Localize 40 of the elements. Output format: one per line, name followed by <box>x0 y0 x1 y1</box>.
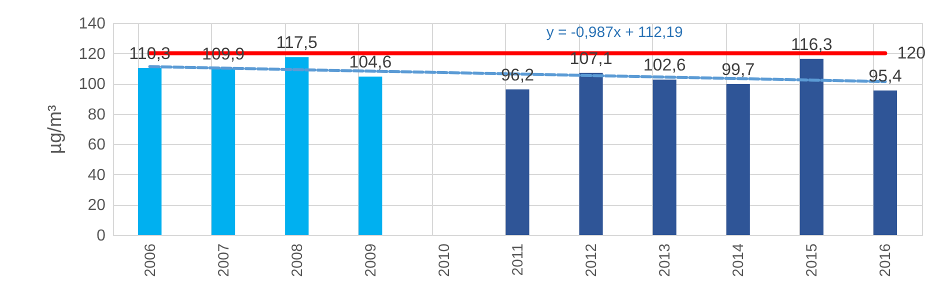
bar <box>506 89 530 235</box>
x-tick-label: 2013 <box>656 244 674 277</box>
y-axis-title: µg/m³ <box>44 105 66 154</box>
x-tick-label: 2009 <box>362 244 380 277</box>
y-tick-label: 0 <box>96 228 106 244</box>
data-label: 104,6 <box>349 52 392 72</box>
y-tick-label: 80 <box>88 106 106 124</box>
bar <box>285 57 309 235</box>
x-tick-label: 2016 <box>877 244 894 277</box>
x-tick-label: 2015 <box>804 244 821 277</box>
bar <box>726 84 750 235</box>
y-tick-label: 140 <box>78 16 106 32</box>
x-tick-label: 2007 <box>215 244 232 277</box>
bar <box>358 76 382 235</box>
bar <box>138 68 162 235</box>
x-tick-label: 2014 <box>730 244 748 277</box>
x-tick-label: 2012 <box>583 244 600 277</box>
y-tick-label: 60 <box>88 136 106 154</box>
annotation: y = -0,987x + 112,19 <box>546 24 683 41</box>
bar <box>800 58 824 235</box>
y-tick-label: 20 <box>88 197 106 214</box>
data-label: 102,6 <box>643 56 686 75</box>
bar <box>212 68 236 235</box>
data-label: 116,3 <box>791 34 832 54</box>
y-tick-label: 120 <box>78 46 106 63</box>
data-label: 120 <box>897 43 926 62</box>
data-label: 117,5 <box>276 33 318 52</box>
bar <box>652 80 676 235</box>
bar <box>579 72 603 235</box>
data-label: 109,9 <box>202 44 245 64</box>
x-tick-label: 2011 <box>510 244 526 276</box>
x-tick-label: 2006 <box>142 244 159 277</box>
data-label: 99,7 <box>722 60 755 80</box>
data-label: 95,4 <box>868 66 902 86</box>
data-label: 110,3 <box>129 44 170 63</box>
x-tick-label: 2008 <box>288 244 306 277</box>
bar <box>873 90 897 235</box>
y-tick-label: 100 <box>78 76 106 94</box>
x-tick-label: 2010 <box>436 244 453 277</box>
y-tick-label: 40 <box>88 166 106 184</box>
